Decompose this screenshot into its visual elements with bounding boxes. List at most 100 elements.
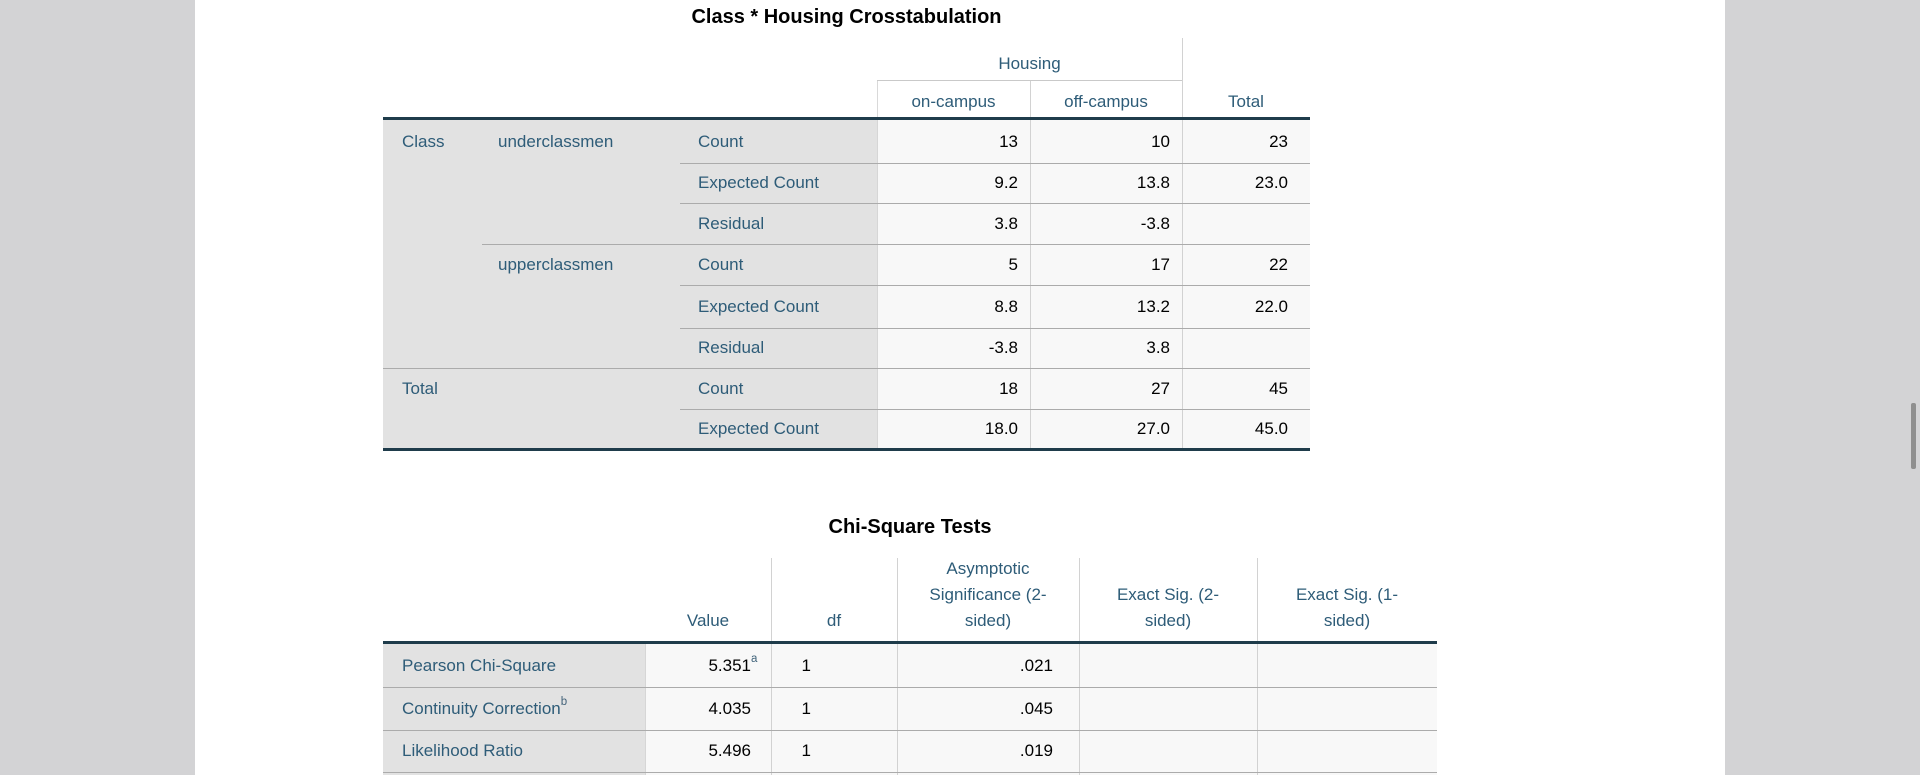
cell-value: .019 bbox=[1019, 741, 1053, 760]
spanner-underline bbox=[877, 80, 1182, 81]
cell-value: 1 bbox=[801, 655, 811, 675]
row-line bbox=[680, 203, 1310, 204]
stat-label: Expected Count bbox=[698, 418, 819, 438]
cell-value: 1 bbox=[801, 741, 811, 760]
cell-value: -3.8 bbox=[988, 338, 1018, 357]
crosstab-label-area bbox=[383, 120, 877, 448]
crosstab-bottom-border bbox=[383, 448, 1310, 451]
cell-value: 3.8 bbox=[994, 213, 1018, 233]
row-line bbox=[383, 368, 1310, 369]
chisquare-title: Chi-Square Tests bbox=[828, 515, 992, 538]
cell-value: 5 bbox=[1008, 254, 1018, 274]
chisq-top-border bbox=[383, 641, 1437, 644]
cell-value: 22.0 bbox=[1254, 296, 1288, 316]
row-line bbox=[383, 772, 1437, 773]
crosstab-total-label: Total bbox=[402, 378, 438, 398]
chisq-header-divider bbox=[1257, 558, 1258, 641]
chisq-body-divider bbox=[1079, 644, 1080, 775]
crosstab-top-border bbox=[383, 117, 1310, 120]
stat-label: Expected Count bbox=[698, 173, 819, 192]
chisq-colheader-exact1: Exact Sig. (1- sided) bbox=[1295, 585, 1399, 630]
cell-value: 5.351 a bbox=[645, 644, 771, 687]
crosstab-group-underclassmen: underclassmen bbox=[498, 132, 614, 151]
row-line bbox=[383, 687, 1437, 688]
chisq-value-text: 5.351 bbox=[708, 655, 751, 675]
body-divider-total bbox=[1182, 120, 1183, 448]
stat-label: Expected Count bbox=[698, 296, 819, 316]
cell-value: 18 bbox=[999, 378, 1018, 398]
crosstab-dim-class: Class bbox=[402, 132, 445, 151]
cell-value: 8.8 bbox=[994, 296, 1018, 316]
chisq-body-divider bbox=[645, 644, 646, 775]
stat-label: Residual bbox=[698, 213, 765, 233]
cell-value: 45.0 bbox=[1254, 418, 1288, 438]
stat-label: Residual bbox=[698, 338, 765, 357]
chisq-row-label: Continuity Correction b bbox=[383, 687, 645, 730]
stat-label: Count bbox=[698, 254, 744, 274]
cell-value: 45 bbox=[1269, 378, 1288, 398]
cell-value: 13.2 bbox=[1136, 296, 1170, 316]
cell-value: 10 bbox=[1151, 132, 1170, 151]
stat-label: Count bbox=[698, 378, 744, 398]
row-line bbox=[482, 244, 1310, 245]
chisq-header-divider bbox=[897, 558, 898, 641]
chisq-header-divider bbox=[1079, 558, 1080, 641]
crosstab-title: Class * Housing Crosstabulation bbox=[691, 5, 1002, 28]
chisq-colheader-df: df bbox=[826, 611, 842, 630]
chisq-body-divider bbox=[1257, 644, 1258, 775]
crosstab-colheader-total: Total bbox=[1228, 91, 1264, 111]
cell-value: 17 bbox=[1151, 254, 1170, 274]
crosstab-colheader-offcampus: off-campus bbox=[1064, 91, 1148, 111]
chisq-colheader-asymp: Asymptotic Significance (2- sided) bbox=[929, 559, 1047, 630]
cell-value: 3.8 bbox=[1146, 338, 1170, 357]
cell-value: 13 bbox=[999, 132, 1018, 151]
vertical-scrollbar-thumb[interactable] bbox=[1911, 403, 1916, 469]
cell-value: 22 bbox=[1269, 254, 1288, 274]
cell-value: 27 bbox=[1151, 378, 1170, 398]
cell-value: 18.0 bbox=[984, 418, 1018, 438]
cell-value: 1 bbox=[801, 698, 811, 718]
chisq-data-area bbox=[645, 644, 1437, 775]
crosstab-data-area bbox=[877, 120, 1310, 448]
footnote-marker: b bbox=[560, 695, 568, 708]
cell-value: 4.035 bbox=[645, 687, 771, 730]
row-line bbox=[680, 409, 1310, 410]
cell-value: 23.0 bbox=[1254, 173, 1288, 192]
cell-value: 13.8 bbox=[1136, 173, 1170, 192]
chisq-row-label: Likelihood Ratio bbox=[383, 730, 645, 772]
cell-value: .021 bbox=[1019, 655, 1053, 675]
row-line bbox=[680, 163, 1310, 164]
cell-value: 5.496 bbox=[645, 730, 771, 772]
chisq-colheader-value: Value bbox=[686, 611, 730, 630]
cell-value: 23 bbox=[1269, 132, 1288, 151]
chisq-value-text: 4.035 bbox=[708, 698, 751, 718]
chisq-label-text: Likelihood Ratio bbox=[402, 741, 523, 760]
chisq-body-divider bbox=[771, 644, 772, 775]
cell-value: -3.8 bbox=[1140, 213, 1170, 233]
chisq-label-text: Continuity Correction bbox=[402, 698, 561, 718]
row-line bbox=[680, 328, 1310, 329]
crosstab-spanner-housing: Housing bbox=[998, 54, 1061, 73]
chisq-header-divider bbox=[771, 558, 772, 641]
crosstab-colheader-oncampus: on-campus bbox=[911, 91, 996, 111]
stat-label: Count bbox=[698, 132, 744, 151]
cell-value: 27.0 bbox=[1136, 418, 1170, 438]
crosstab-group-upperclassmen: upperclassmen bbox=[498, 254, 614, 274]
chisq-value-text: 5.496 bbox=[708, 741, 751, 760]
footnote-marker: a bbox=[751, 652, 758, 665]
chisq-label-area bbox=[383, 644, 645, 775]
chisq-body-divider bbox=[897, 644, 898, 775]
row-line bbox=[680, 285, 1310, 286]
chisq-label-text: Pearson Chi-Square bbox=[402, 655, 557, 675]
row-line bbox=[383, 730, 1437, 731]
cell-value: .045 bbox=[1019, 698, 1053, 718]
cell-value: 9.2 bbox=[994, 173, 1018, 192]
body-divider-campus bbox=[1030, 120, 1031, 448]
header-divider-campus bbox=[1030, 81, 1031, 120]
chisq-colheader-exact2: Exact Sig. (2- sided) bbox=[1116, 585, 1220, 630]
chisq-row-label: Pearson Chi-Square bbox=[383, 644, 645, 687]
header-divider-total bbox=[1182, 38, 1183, 120]
body-divider-labels bbox=[877, 120, 878, 448]
header-divider-left bbox=[877, 81, 878, 120]
